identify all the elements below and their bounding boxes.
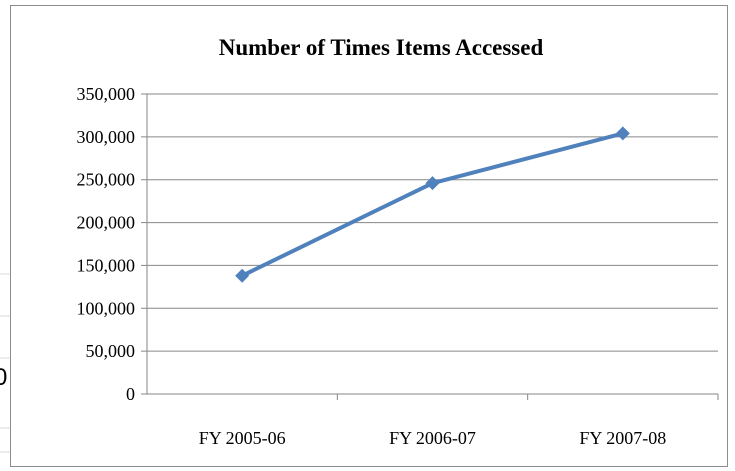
y-tick-label: 50,000 xyxy=(86,341,136,361)
x-axis-tick-labels: FY 2005-06 FY 2006-07 FY 2007-08 xyxy=(199,428,667,448)
chart-title: Number of Times Items Accessed xyxy=(219,35,544,60)
y-tick-label: 150,000 xyxy=(77,255,136,275)
line-chart: Number of Times Items Accessed 0 50,000 10… xyxy=(77,35,719,448)
data-point-marker[interactable] xyxy=(235,268,250,283)
x-tick-label: FY 2007-08 xyxy=(579,428,666,448)
y-axis-tick-labels: 0 50,000 100,000 150,000 200,000 250,000 300,0… xyxy=(77,84,136,404)
chart-area[interactable]: Number of Times Items Accessed 0 50,000 10… xyxy=(10,5,728,467)
series-line xyxy=(240,131,625,278)
data-point-marker[interactable] xyxy=(425,176,440,191)
x-tick-label: FY 2005-06 xyxy=(199,428,286,448)
y-tick-label: 250,000 xyxy=(77,170,136,190)
y-tick-label: 350,000 xyxy=(77,84,136,104)
x-tick-label: FY 2006-07 xyxy=(389,428,476,448)
y-tick-label: 300,000 xyxy=(77,127,136,147)
sheet-cell-text: 0 xyxy=(0,364,7,391)
y-tick-label: 100,000 xyxy=(77,298,136,318)
y-tick-label: 0 xyxy=(126,384,135,404)
series-group xyxy=(235,126,630,283)
axes-group xyxy=(141,93,719,400)
gridlines-group xyxy=(147,93,718,352)
data-point-marker[interactable] xyxy=(615,126,630,141)
y-tick-label: 200,000 xyxy=(77,213,136,233)
